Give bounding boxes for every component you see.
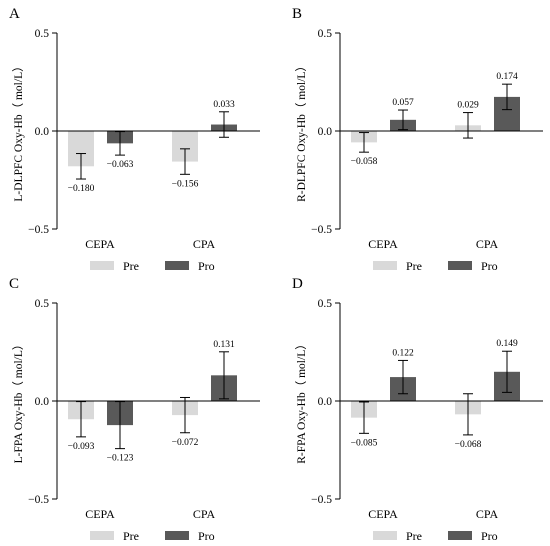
data-label: 0.131 xyxy=(213,340,235,350)
data-label: −0.085 xyxy=(351,438,378,448)
data-label: −0.068 xyxy=(455,440,482,450)
data-label: −0.093 xyxy=(68,442,95,452)
data-label: 0.174 xyxy=(496,72,518,82)
legend-swatch-pro xyxy=(165,531,189,540)
legend-label-pre: Pre xyxy=(406,259,422,273)
data-label: 0.033 xyxy=(213,100,235,110)
data-label: −0.063 xyxy=(107,160,134,170)
y-axis-label: R-FPA Oxy-Hb（ mol/L） xyxy=(295,338,308,463)
category-label: CPA xyxy=(476,237,499,251)
chart-panel-d: D R-FPA Oxy-Hb（ mol/L） −0.085 −0.068 0.122 0.… xyxy=(292,276,543,543)
data-label: 0.029 xyxy=(457,101,479,111)
legend-label-pro: Pro xyxy=(198,529,215,543)
y-tick-label: 0.5 xyxy=(35,28,50,40)
panel-letter: D xyxy=(292,276,303,292)
chart-panel-a: A L-DLPFC Oxy-Hb（ mol/L） −0.180 −0.156 −0.06… xyxy=(9,6,260,273)
data-label: −0.123 xyxy=(107,454,134,464)
data-label: 0.149 xyxy=(496,339,518,349)
data-label: −0.156 xyxy=(172,179,199,189)
y-axis-label: R-DLPFC Oxy-Hb（ mol/L） xyxy=(295,60,308,202)
category-label: CEPA xyxy=(85,237,115,251)
legend-swatch-pre xyxy=(373,261,397,270)
chart-panel-b: B R-DLPFC Oxy-Hb（ mol/L） −0.058 0.029 0.057 0… xyxy=(292,6,543,273)
legend-label-pre: Pre xyxy=(406,529,422,543)
panel-letter: B xyxy=(292,6,302,22)
legend-label-pre: Pre xyxy=(123,529,139,543)
legend-label-pre: Pre xyxy=(123,259,139,273)
legend-swatch-pro xyxy=(448,531,472,540)
legend-swatch-pre xyxy=(90,261,114,270)
y-tick-label: 0.5 xyxy=(318,298,333,310)
legend-swatch-pro xyxy=(448,261,472,270)
legend-label-pro: Pro xyxy=(481,529,498,543)
data-label: −0.180 xyxy=(68,184,95,194)
y-tick-label: 0.0 xyxy=(318,126,333,138)
panel-letter: A xyxy=(9,6,20,22)
category-label: CPA xyxy=(476,507,499,521)
data-label: 0.122 xyxy=(392,348,414,358)
y-tick-label: −0.5 xyxy=(28,494,49,506)
data-label: −0.058 xyxy=(351,157,378,167)
y-tick-label: −0.5 xyxy=(311,494,332,506)
y-tick-label: 0.0 xyxy=(35,126,50,138)
y-axis-label: L-FPA Oxy-Hb（ mol/L） xyxy=(12,339,25,464)
legend-swatch-pre xyxy=(373,531,397,540)
legend-swatch-pre xyxy=(90,531,114,540)
y-tick-label: −0.5 xyxy=(311,224,332,236)
data-label: −0.072 xyxy=(172,438,199,448)
category-label: CPA xyxy=(193,237,216,251)
legend-label-pro: Pro xyxy=(198,259,215,273)
y-tick-label: 0.0 xyxy=(35,396,50,408)
category-label: CEPA xyxy=(368,507,398,521)
category-label: CPA xyxy=(193,507,216,521)
y-axis-label: L-DLPFC Oxy-Hb（ mol/L） xyxy=(12,60,25,201)
legend-label-pro: Pro xyxy=(481,259,498,273)
y-tick-label: 0.5 xyxy=(318,28,333,40)
data-label: 0.057 xyxy=(392,98,414,108)
category-label: CEPA xyxy=(368,237,398,251)
chart-panel-c: C L-FPA Oxy-Hb（ mol/L） −0.093 −0.072 −0.123 0… xyxy=(9,276,260,543)
y-tick-label: 0.5 xyxy=(35,298,50,310)
panel-letter: C xyxy=(9,276,19,292)
legend-swatch-pro xyxy=(165,261,189,270)
y-tick-label: 0.0 xyxy=(318,396,333,408)
category-label: CEPA xyxy=(85,507,115,521)
y-tick-label: −0.5 xyxy=(28,224,49,236)
